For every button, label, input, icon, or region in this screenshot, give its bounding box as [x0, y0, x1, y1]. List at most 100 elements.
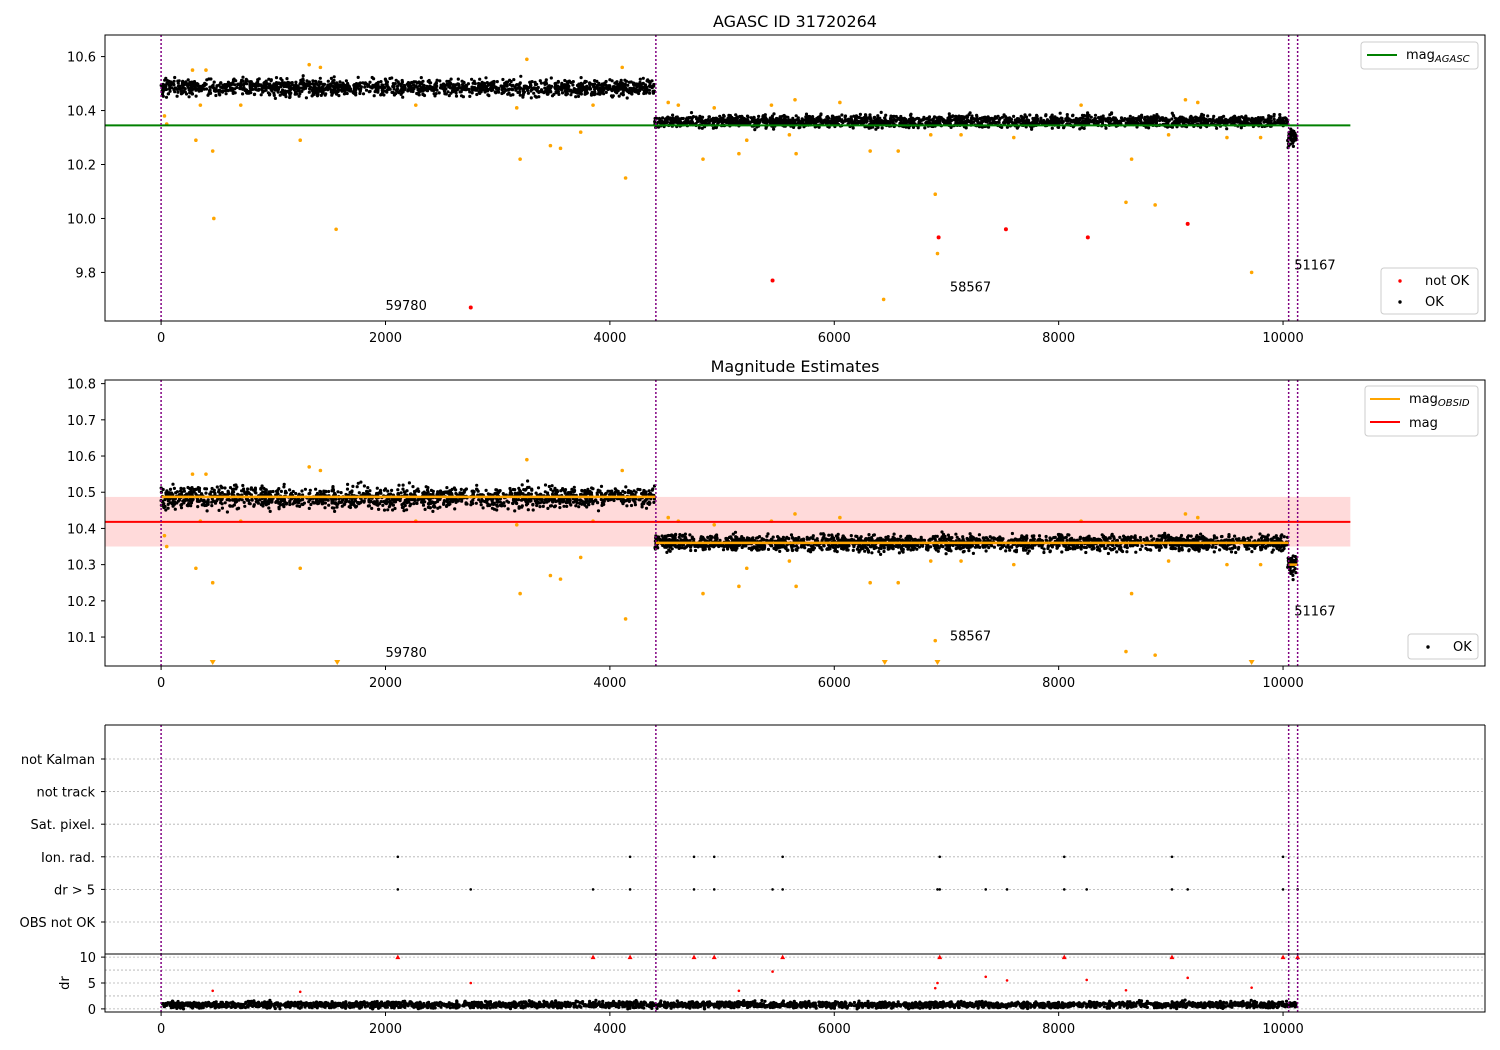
ok-point: [494, 488, 498, 492]
ok-point: [307, 500, 311, 504]
ok-point: [366, 486, 370, 490]
ok-point: [1259, 116, 1263, 120]
ok-point: [1188, 115, 1192, 120]
ok-point: [907, 126, 911, 130]
ok-point: [517, 505, 521, 509]
legend-agasc-top: magAGASC: [1360, 41, 1479, 70]
ok-point: [340, 89, 344, 93]
ok-point: [996, 120, 1000, 124]
ok-point: [1021, 121, 1025, 125]
ok-point: [240, 498, 244, 502]
annotation-obsid: 51167: [1294, 259, 1335, 274]
flagged-point: [933, 192, 938, 196]
ok-point: [539, 81, 544, 85]
ok-point: [516, 491, 520, 495]
ok-point: [1145, 115, 1149, 119]
ok-point: [557, 92, 561, 96]
flagged-point: [558, 146, 563, 151]
ok-point: [746, 118, 750, 123]
ok-point: [393, 82, 397, 86]
not-ok-point: [468, 305, 473, 310]
ok-point: [1142, 121, 1146, 125]
ok-point: [1065, 113, 1069, 117]
ok-point: [1291, 139, 1295, 143]
ok-point: [1128, 114, 1132, 118]
ok-point: [867, 126, 871, 130]
axes-frame-agasc: [104, 34, 1486, 322]
ok-point: [556, 79, 560, 84]
ok-point: [1170, 111, 1174, 115]
ok-point: [946, 116, 950, 120]
ok-point: [309, 85, 313, 89]
ok-point: [630, 92, 634, 96]
flagged-point: [1166, 133, 1171, 137]
ok-point: [392, 87, 396, 91]
ok-point: [586, 86, 590, 90]
ok-point: [556, 84, 560, 88]
ok-point: [252, 503, 256, 507]
flagged-point: [1079, 103, 1083, 107]
ok-point: [459, 94, 464, 98]
ok-point: [541, 504, 545, 508]
ok-point: [1291, 144, 1295, 148]
ok-point: [560, 91, 565, 95]
ok-point: [482, 82, 486, 86]
ok-point: [639, 86, 644, 90]
ok-point: [259, 503, 263, 507]
not-ok-point: [770, 278, 775, 283]
ok-point: [1243, 118, 1247, 122]
ok-point: [399, 84, 403, 88]
ok-point: [648, 91, 652, 95]
ok-point: [493, 85, 497, 89]
ok-point: [492, 507, 496, 511]
ok-point: [575, 501, 579, 505]
ok-point: [251, 84, 256, 88]
ok-point: [526, 88, 530, 93]
ok-point: [437, 91, 441, 95]
ok-point: [690, 120, 695, 124]
flagged-point: [413, 103, 418, 107]
ok-point: [449, 91, 453, 95]
ok-point: [727, 113, 731, 117]
title-magnitude: Magnitude Estimates: [711, 357, 880, 376]
ok-point: [278, 500, 282, 504]
not-ok-point: [1003, 227, 1008, 232]
flagged-point: [712, 106, 717, 110]
flagged-point: [198, 103, 203, 107]
ok-point: [361, 81, 365, 85]
ok-point: [544, 80, 548, 84]
ok-point: [1231, 115, 1236, 119]
ok-point: [259, 487, 263, 491]
flagged-point: [591, 103, 595, 107]
ok-point: [269, 79, 273, 83]
ok-point: [283, 81, 287, 85]
ok-point: [444, 92, 448, 96]
ok-point: [346, 482, 350, 486]
ok-point: [165, 81, 169, 86]
ok-point: [623, 490, 627, 495]
flagged-point: [212, 216, 216, 221]
ok-point: [242, 82, 246, 86]
ok-point: [449, 77, 453, 81]
ok-point: [1273, 120, 1277, 124]
ok-point: [295, 500, 299, 504]
ok-point: [412, 80, 416, 84]
ok-point: [1048, 120, 1052, 124]
ok-point: [808, 114, 812, 119]
ok-point: [308, 488, 312, 492]
ok-point: [442, 499, 446, 503]
x-tick-label: 4000: [593, 331, 626, 346]
ok-point: [764, 117, 769, 121]
ok-point: [377, 507, 381, 511]
ok-point: [1194, 115, 1198, 119]
ok-point: [383, 487, 388, 491]
ok-point: [173, 507, 177, 511]
ok-point: [293, 90, 298, 94]
ok-point: [203, 81, 207, 85]
ok-point: [176, 81, 180, 85]
ok-point: [728, 120, 732, 124]
ok-point: [517, 83, 521, 87]
ok-point: [1222, 114, 1226, 118]
ok-point: [460, 79, 464, 83]
ok-point: [740, 120, 744, 124]
